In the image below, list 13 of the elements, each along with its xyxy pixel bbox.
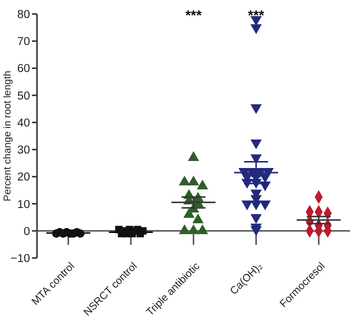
y-tick-label: 10 bbox=[17, 198, 30, 211]
y-tick-label: −10 bbox=[10, 253, 30, 266]
y-tick-label: 30 bbox=[17, 144, 30, 157]
annotation: *** bbox=[185, 6, 202, 23]
y-tick-label: 70 bbox=[17, 36, 30, 48]
y-tick-label: 60 bbox=[17, 63, 30, 76]
y-tick-label: 80 bbox=[17, 9, 30, 22]
y-axis-title: Percent change in root length bbox=[2, 70, 14, 202]
y-tick-label: 40 bbox=[17, 117, 30, 130]
y-tick-label: 0 bbox=[24, 226, 30, 238]
y-tick-label: 50 bbox=[17, 90, 30, 102]
y-tick-label: 20 bbox=[17, 172, 30, 184]
annotation: *** bbox=[248, 6, 265, 23]
